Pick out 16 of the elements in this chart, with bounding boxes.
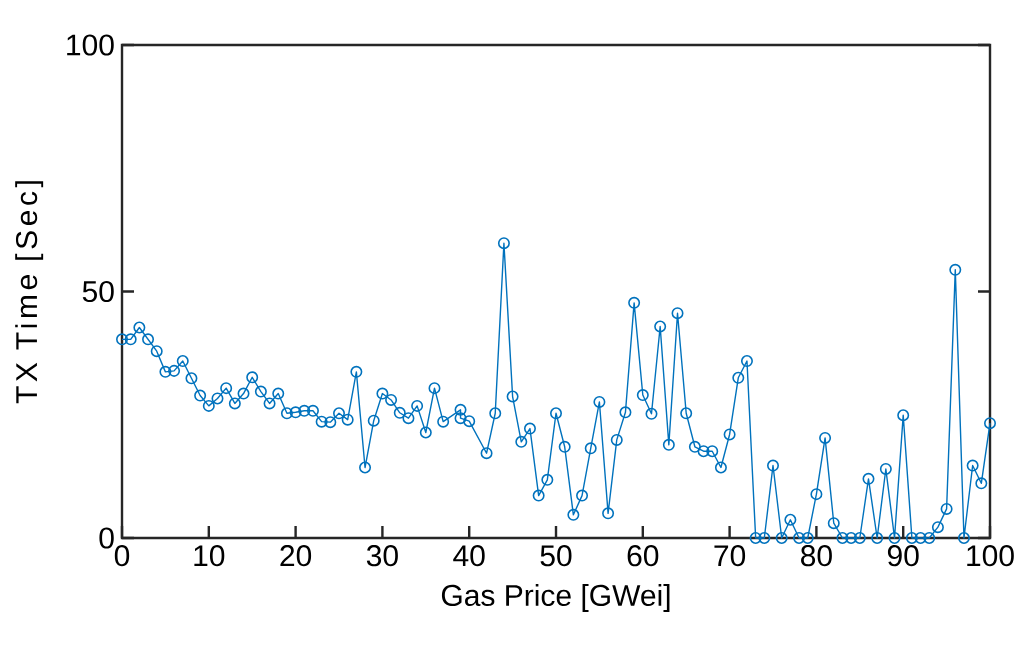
x-tick-label: 10 (194, 545, 225, 567)
x-tick-label: 20 (280, 545, 312, 567)
y-tick-label: 50 (82, 280, 114, 303)
x-tick-label: 80 (801, 545, 832, 567)
y-tick-label: 0 (99, 527, 114, 549)
y-tick-label: 100 (67, 34, 114, 56)
x-tick-label: 40 (453, 545, 485, 567)
y-axis-title: TX Time [Sec] (15, 181, 44, 404)
x-tick-label: 50 (540, 545, 572, 567)
x-tick-label: 60 (627, 545, 659, 567)
x-tick-label: 90 (887, 545, 919, 567)
x-tick-label: 30 (366, 545, 398, 567)
x-axis-title: Gas Price [GWei] (441, 584, 670, 612)
x-tick-label: 100 (967, 545, 1014, 567)
x-tick-label: 70 (714, 545, 746, 567)
x-tick-label: 0 (114, 545, 130, 567)
